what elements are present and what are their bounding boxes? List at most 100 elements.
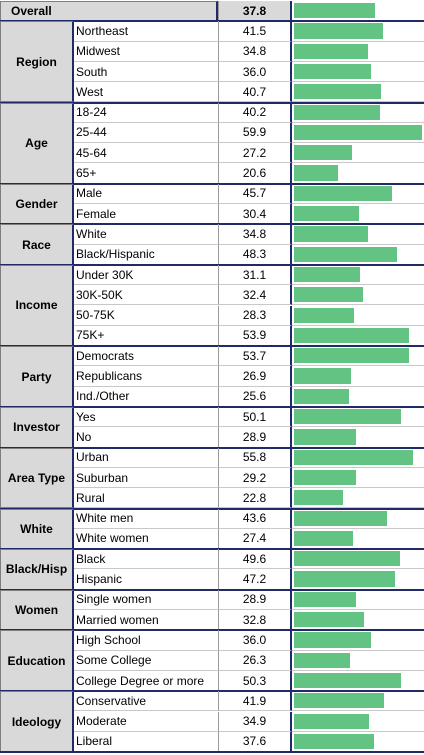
row-label: 18-24 [74,103,218,123]
row-bar [294,429,356,445]
group-label-region: Region [0,21,74,103]
row-label: High School [74,630,218,651]
row-bar [294,409,402,425]
group-separator [0,548,424,551]
row-bar-cell [292,306,424,326]
group-separator [0,446,424,449]
row-bar-cell [292,42,424,62]
group-label-white: White [0,508,74,550]
row-bar [294,63,371,80]
row-bar [294,84,381,100]
row-bar [294,206,359,222]
row-value: 26.9 [218,366,292,387]
group-separator [0,101,424,104]
row-value: 48.3 [218,244,292,265]
row-label: Male [74,184,218,204]
row-bar [294,185,392,201]
row-bar [294,469,357,486]
row-label: Midwest [74,42,218,62]
row-label: Yes [74,407,218,428]
row-label: Single women [74,590,218,610]
row-label: 30K-50K [74,285,218,306]
row-bar [294,307,355,323]
row-label: 50-75K [74,306,218,326]
row-value: 37.6 [218,731,292,753]
row-bar [294,348,409,364]
row-bar [294,124,422,141]
row-value: 47.2 [218,569,292,590]
row-bar-cell [292,468,424,489]
row-label: Ind./Other [74,387,218,407]
overall-label: Overall [0,1,218,22]
row-bar [294,327,410,344]
group-label-income: Income [0,264,74,347]
group-label-investor: Investor [0,407,74,448]
row-value: 20.6 [218,163,292,184]
row-value: 43.6 [218,508,292,529]
row-value: 28.9 [218,589,292,610]
row-label: Black/Hispanic [74,245,218,265]
group-separator [0,223,424,226]
row-bar-cell [292,21,424,42]
row-label: Urban [74,448,218,468]
row-bar-cell [292,224,424,245]
row-value: 28.3 [218,305,292,326]
row-label: Some College [74,651,218,671]
row-value: 40.7 [218,82,292,103]
row-label: No [74,427,218,448]
row-value: 27.4 [218,528,292,550]
row-label: Liberal [74,732,218,753]
group-label-age: Age [0,102,74,184]
row-label: White men [74,509,218,529]
group-label-race: Race [0,224,74,265]
row-value: 27.2 [218,143,292,164]
row-label: 25-44 [74,123,218,144]
row-label: 45-64 [74,143,218,164]
row-bar [294,145,353,161]
row-label: White [74,224,218,245]
row-bar [294,510,388,526]
row-label: Conservative [74,691,218,712]
row-bar [294,713,369,729]
row-bar-cell [292,103,424,123]
overall-bar [294,3,375,19]
row-label: Married women [74,610,218,631]
row-value: 53.7 [218,346,292,367]
row-bar [294,672,402,689]
group-separator [0,588,424,591]
row-label: South [74,62,218,83]
group-separator [0,507,424,510]
row-bar [294,23,383,39]
row-bar [294,449,414,465]
row-label: 65+ [74,163,218,184]
row-bar [294,266,361,283]
row-label: College Degree or more [74,671,218,692]
row-bar [294,368,352,384]
row-bar-cell [292,549,424,570]
row-label: Suburban [74,468,218,489]
row-label: Hispanic [74,569,218,590]
row-value: 32.8 [218,610,292,631]
row-bar [294,43,369,59]
row-bar [294,612,365,628]
group-label-ideology: Ideology [0,691,74,753]
group-label-education: Education [0,630,74,692]
row-value: 53.9 [218,325,292,347]
row-bar [294,490,343,506]
row-value: 41.5 [218,21,292,42]
group-label-area-type: Area Type [0,447,74,509]
row-bar [294,551,400,567]
row-value: 30.4 [218,204,292,225]
row-value: 55.8 [218,447,292,468]
row-bar [294,530,353,547]
row-bar-cell [292,265,424,286]
row-bar [294,652,351,668]
group-separator [0,690,424,693]
row-label: Northeast [74,21,218,42]
row-bar [294,165,339,181]
row-bar [294,226,369,242]
row-label: 75K+ [74,326,218,347]
row-value: 22.8 [218,488,292,509]
row-bar-cell [292,509,424,529]
